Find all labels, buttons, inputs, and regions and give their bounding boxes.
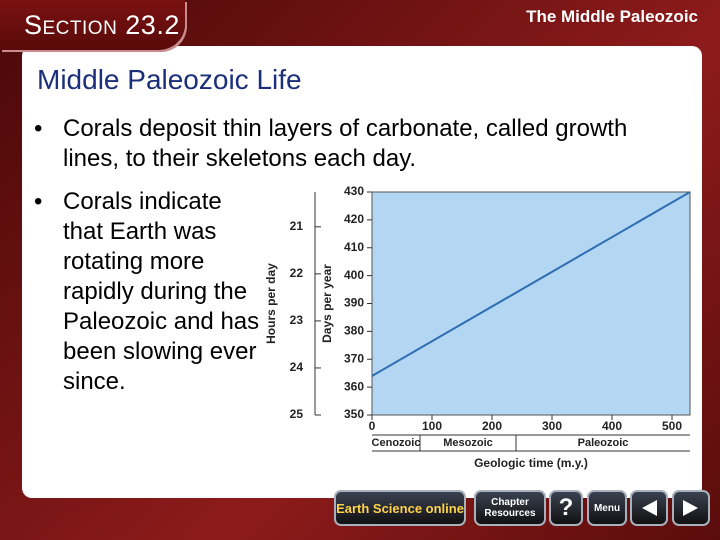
y-axis-label: Days per year	[320, 264, 334, 343]
x-tick-label: 400	[602, 419, 622, 433]
x-tick-label: 100	[422, 419, 442, 433]
previous-icon	[642, 500, 657, 516]
y-tick-label: 410	[344, 240, 364, 254]
data-line	[371, 191, 691, 377]
previous-button[interactable]	[630, 490, 668, 526]
y-tick-label: 350	[344, 407, 364, 421]
next-button[interactable]	[672, 490, 710, 526]
era-label: Cenozoic	[372, 437, 421, 449]
topic: The Middle Paleozoic	[526, 7, 698, 26]
help-button[interactable]: ?	[549, 490, 583, 526]
bullet: Corals indicate that Earth was rotating …	[34, 187, 263, 397]
section-label: Section 23.2	[24, 10, 180, 40]
y-tick-label: 430	[344, 184, 364, 198]
y-tick-label: 380	[344, 324, 364, 338]
y-tick-label: 400	[344, 268, 364, 282]
online-button[interactable]: Earth Science online	[334, 490, 466, 526]
y2-tick-label: 23	[290, 313, 304, 327]
y2-axis-label: Hours per day	[264, 263, 278, 344]
y-tick-label: 360	[344, 379, 364, 393]
resources-button[interactable]: Chapter Resources	[474, 490, 546, 526]
era-label: Mesozoic	[443, 437, 493, 449]
next-icon	[683, 500, 698, 516]
y-tick-label: 420	[344, 212, 364, 226]
x-tick-label: 200	[482, 419, 502, 433]
x-tick-label: 0	[369, 419, 376, 433]
x-axis-label: Geologic time (m.y.)	[474, 456, 588, 470]
y-tick-label: 390	[344, 296, 364, 310]
y2-tick-label: 24	[290, 360, 304, 374]
y-tick-label: 370	[344, 351, 364, 365]
slide-title: Middle Paleozoic Life	[37, 64, 302, 95]
y2-tick-label: 25	[290, 407, 304, 421]
section-banner: Section 23.2	[0, 0, 185, 50]
bullet: Corals deposit thin layers of carbonate,…	[34, 114, 653, 174]
plot-area	[371, 191, 691, 416]
x-tick-label: 500	[662, 419, 682, 433]
x-tick-label: 300	[542, 419, 562, 433]
menu-button[interactable]: Menu	[587, 490, 627, 526]
y2-tick-label: 22	[290, 266, 304, 280]
era-label: Paleozoic	[578, 437, 629, 449]
y2-tick-label: 21	[290, 219, 304, 233]
